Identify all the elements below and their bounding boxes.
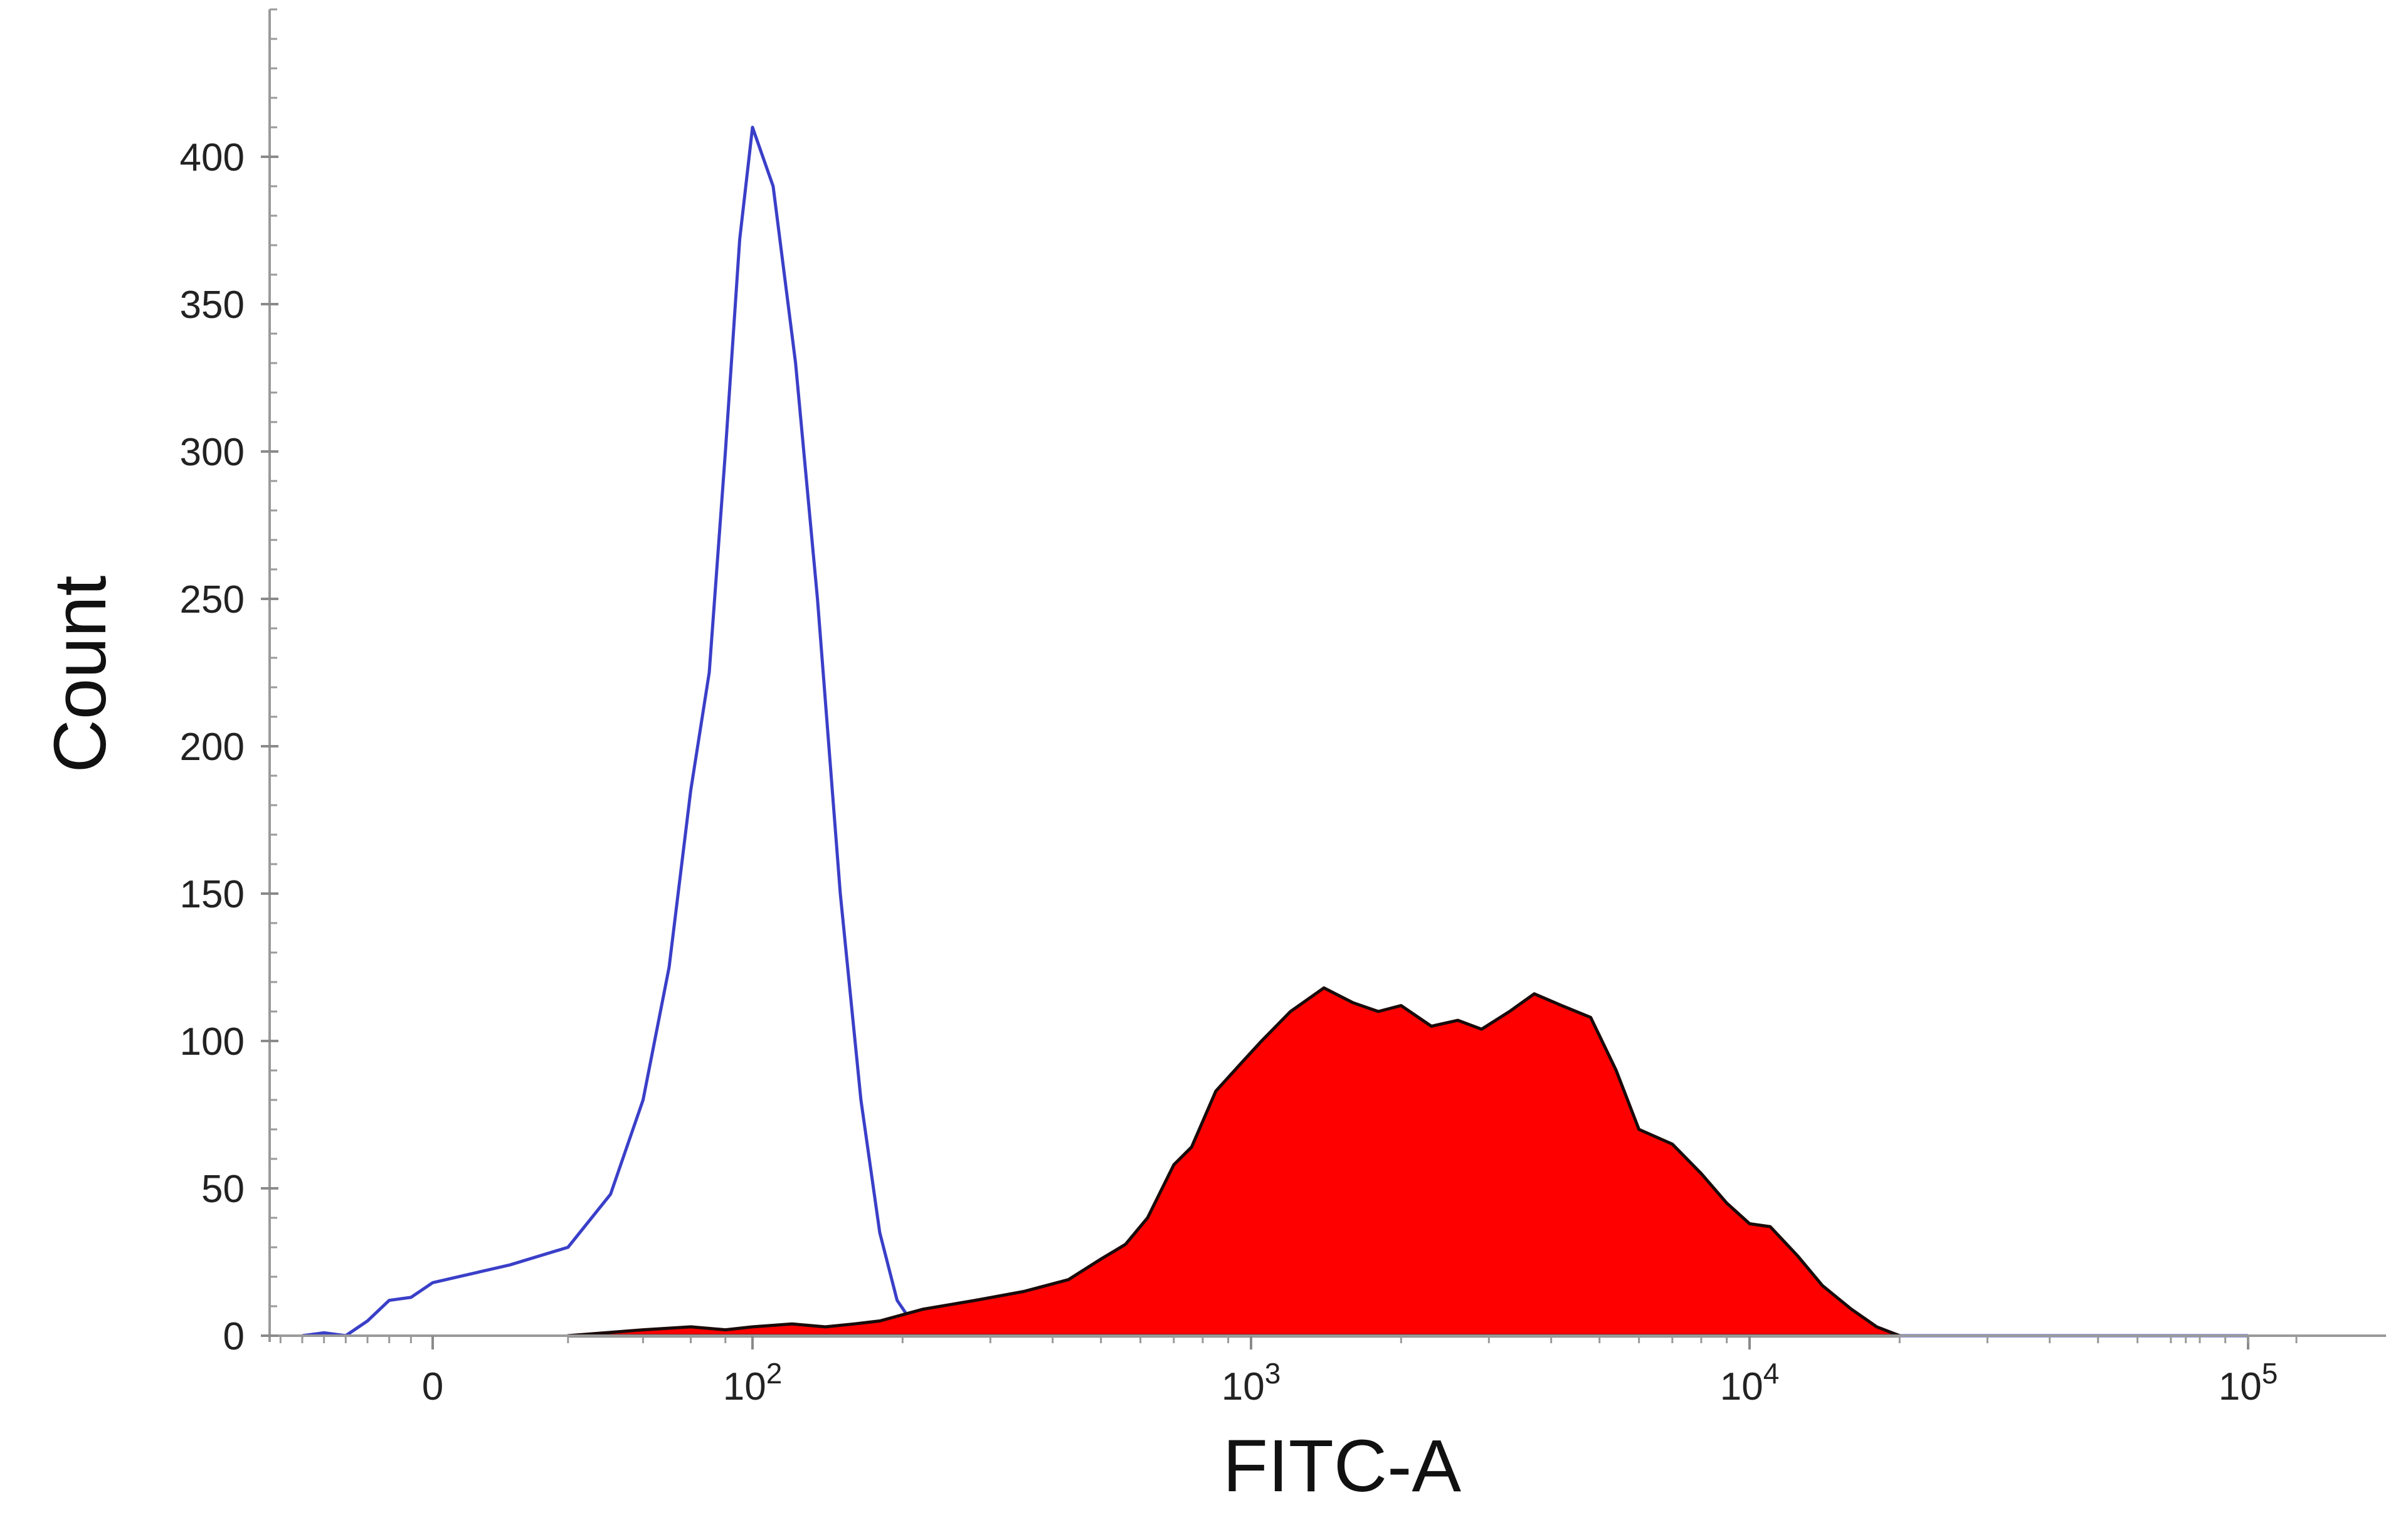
y-tick-label: 100 (180, 1020, 245, 1064)
y-axis-title: Count (39, 576, 122, 773)
y-tick-label: 50 (201, 1168, 245, 1211)
x-axis-title: FITC-A (1223, 1425, 1461, 1508)
y-tick-label: 350 (180, 283, 245, 327)
series-layer (302, 125, 2248, 1338)
x-tick-label: 103 (1222, 1357, 1281, 1408)
x-tick-label: 0 (422, 1365, 443, 1408)
axes-layer: 0 50 100 150 200 250 300 350 400 0 102 103 104 105 (180, 8, 2386, 1408)
y-tick-label: 0 (223, 1315, 245, 1358)
y-tick-label: 150 (180, 873, 245, 916)
x-tick-label: 102 (723, 1357, 783, 1408)
x-tick-label: 104 (1720, 1357, 1780, 1408)
series-stained-area (566, 986, 1901, 1338)
x-tick-label: 105 (2219, 1357, 2278, 1408)
y-tick-label: 300 (180, 431, 245, 474)
y-tick-label: 400 (180, 136, 245, 179)
y-tick-label: 200 (180, 726, 245, 769)
y-tick-label: 250 (180, 578, 245, 621)
